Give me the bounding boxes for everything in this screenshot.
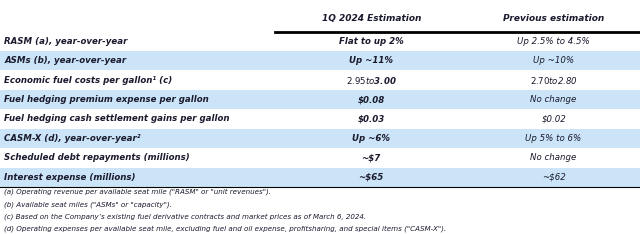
Text: Flat to up 2%: Flat to up 2% [339,37,404,46]
Text: ~$62: ~$62 [541,173,566,182]
Text: Fuel hedging cash settlement gains per gallon: Fuel hedging cash settlement gains per g… [4,114,230,124]
Bar [0,168,640,187]
Bar [0,148,640,168]
Text: Up ~6%: Up ~6% [352,134,390,143]
Text: $0.03: $0.03 [358,114,385,124]
Bar [0,70,640,90]
Text: Economic fuel costs per gallon¹ (c): Economic fuel costs per gallon¹ (c) [4,76,173,85]
Bar [0,32,640,51]
Text: Previous estimation: Previous estimation [503,14,604,23]
Bar [0,5,640,32]
Text: (a) Operating revenue per available seat mile ("RASM" or "unit revenues").: (a) Operating revenue per available seat… [4,189,271,195]
Text: $0.08: $0.08 [358,95,385,104]
Text: ~$7: ~$7 [362,153,381,162]
Bar [0,90,640,109]
Text: (b) Available seat miles ("ASMs" or "capacity").: (b) Available seat miles ("ASMs" or "cap… [4,201,172,208]
Text: Fuel hedging premium expense per gallon: Fuel hedging premium expense per gallon [4,95,209,104]
Text: Up ~10%: Up ~10% [533,56,574,65]
Text: RASM (a), year-over-year: RASM (a), year-over-year [4,37,128,46]
Text: ~$65: ~$65 [358,173,384,182]
Bar [0,51,640,70]
Text: Scheduled debt repayments (millions): Scheduled debt repayments (millions) [4,153,190,162]
Text: CASM-X (d), year-over-year²: CASM-X (d), year-over-year² [4,134,141,143]
Text: ASMs (b), year-over-year: ASMs (b), year-over-year [4,56,127,65]
Text: $2.70 to $2.80: $2.70 to $2.80 [530,75,577,86]
Text: Interest expense (millions): Interest expense (millions) [4,173,136,182]
Bar [0,109,640,129]
Text: 1Q 2024 Estimation: 1Q 2024 Estimation [321,14,421,23]
Text: Up ~11%: Up ~11% [349,56,393,65]
Text: (c) Based on the Company’s existing fuel derivative contracts and market prices : (c) Based on the Company’s existing fuel… [4,213,367,220]
Text: Up 2.5% to 4.5%: Up 2.5% to 4.5% [517,37,590,46]
Text: $2.95 to $3.00: $2.95 to $3.00 [346,75,397,86]
Text: No change: No change [531,95,577,104]
Text: Up 5% to 6%: Up 5% to 6% [525,134,582,143]
Text: (d) Operating expenses per available seat mile, excluding fuel and oil expense, : (d) Operating expenses per available sea… [4,225,447,232]
Bar [0,129,640,148]
Text: No change: No change [531,153,577,162]
Text: $0.02: $0.02 [541,114,566,124]
